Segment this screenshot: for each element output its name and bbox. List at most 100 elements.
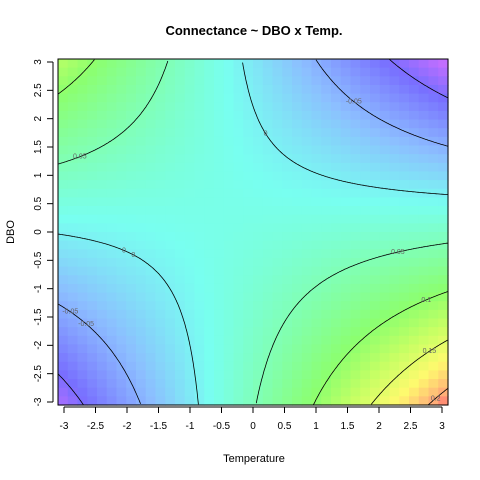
heatmap-cell <box>292 119 303 129</box>
heatmap-cell <box>77 396 88 406</box>
heatmap-cell <box>272 232 283 242</box>
heatmap-cell <box>428 93 439 103</box>
heatmap-cell <box>360 232 371 242</box>
heatmap-cell <box>282 188 293 198</box>
heatmap-cell <box>243 318 254 328</box>
heatmap-cell <box>58 301 69 311</box>
heatmap-cell <box>126 102 137 112</box>
heatmap-cell <box>184 318 196 328</box>
heatmap-cell <box>262 266 274 276</box>
heatmap-cell <box>438 206 449 216</box>
heatmap-cell <box>370 275 381 285</box>
heatmap-cell <box>409 353 420 363</box>
heatmap-cell <box>204 171 215 181</box>
heatmap-cell <box>116 119 127 129</box>
heatmap-cell <box>379 214 391 224</box>
heatmap-cell <box>233 353 244 363</box>
heatmap-cell <box>155 275 166 285</box>
heatmap-cell <box>409 197 420 207</box>
heatmap-cell <box>223 232 235 242</box>
heatmap-cell <box>223 145 235 155</box>
heatmap-cell <box>145 327 157 337</box>
heatmap-cell <box>155 266 166 276</box>
heatmap-cell <box>409 257 420 268</box>
heatmap-cell <box>331 232 342 242</box>
heatmap-cell <box>223 301 235 311</box>
heatmap-cell <box>233 379 244 389</box>
heatmap-cell <box>223 327 235 337</box>
heatmap-cell <box>399 318 410 328</box>
heatmap-cell <box>184 370 196 380</box>
heatmap-cell <box>155 257 166 268</box>
heatmap-cell <box>301 162 313 173</box>
heatmap-cell <box>331 318 342 328</box>
heatmap-cell <box>409 154 420 164</box>
heatmap-cell <box>106 197 118 207</box>
heatmap-cell <box>155 327 166 337</box>
heatmap-cell <box>87 396 98 406</box>
heatmap-cell <box>379 154 391 164</box>
heatmap-cell <box>106 301 118 311</box>
heatmap-cell <box>399 188 410 198</box>
heatmap-cell <box>428 180 439 190</box>
heatmap-cell <box>253 266 264 276</box>
heatmap-cell <box>370 188 381 198</box>
heatmap-cell <box>155 335 166 346</box>
heatmap-cell <box>253 188 264 198</box>
heatmap-cell <box>340 128 352 138</box>
heatmap-cell <box>165 154 176 164</box>
heatmap-cell <box>389 344 400 354</box>
heatmap-cell <box>116 318 127 328</box>
heatmap-cell <box>311 318 322 328</box>
heatmap-cell <box>409 249 420 259</box>
heatmap-cell <box>262 318 274 328</box>
heatmap-cell <box>428 266 439 276</box>
heatmap-cell <box>145 301 157 311</box>
heatmap-cell <box>311 93 322 103</box>
heatmap-cell <box>418 128 430 138</box>
heatmap-cell <box>321 379 332 389</box>
heatmap-cell <box>155 197 166 207</box>
heatmap-cell <box>165 59 176 69</box>
heatmap-cell <box>58 102 69 112</box>
heatmap-cell <box>223 370 235 380</box>
heatmap-cell <box>360 292 371 302</box>
heatmap-cell <box>340 301 352 311</box>
heatmap-cell <box>175 76 186 86</box>
heatmap-cell <box>214 180 225 190</box>
heatmap-cell <box>155 145 166 155</box>
heatmap-cell <box>340 275 352 285</box>
heatmap-cell <box>126 361 137 371</box>
heatmap-cell <box>126 76 137 86</box>
heatmap-cell <box>184 396 196 406</box>
heatmap-cell <box>389 76 400 86</box>
heatmap-cell <box>126 180 137 190</box>
heatmap-cell <box>175 67 186 77</box>
heatmap-cell <box>272 206 283 216</box>
heatmap-cell <box>165 188 176 198</box>
heatmap-cell <box>77 318 88 328</box>
heatmap-cell <box>438 171 449 181</box>
heatmap-cell <box>116 344 127 354</box>
heatmap-cell <box>311 275 322 285</box>
heatmap-cell <box>184 110 196 121</box>
heatmap-cell <box>379 301 391 311</box>
heatmap-cell <box>233 128 244 138</box>
heatmap-cell <box>97 318 108 328</box>
heatmap-cell <box>379 266 391 276</box>
heatmap-cell <box>184 361 196 371</box>
heatmap-cell <box>292 361 303 371</box>
heatmap-cell <box>389 206 400 216</box>
heatmap-cell <box>350 171 361 181</box>
heatmap-cell <box>233 171 244 181</box>
heatmap-cell <box>389 396 400 406</box>
heatmap-cell <box>87 327 98 337</box>
heatmap-cell <box>214 162 225 173</box>
heatmap-cell <box>87 214 98 224</box>
heatmap-cell <box>340 223 352 233</box>
heatmap-cell <box>350 301 361 311</box>
heatmap-cell <box>184 162 196 173</box>
heatmap-cell <box>389 197 400 207</box>
heatmap-cell <box>389 370 400 380</box>
